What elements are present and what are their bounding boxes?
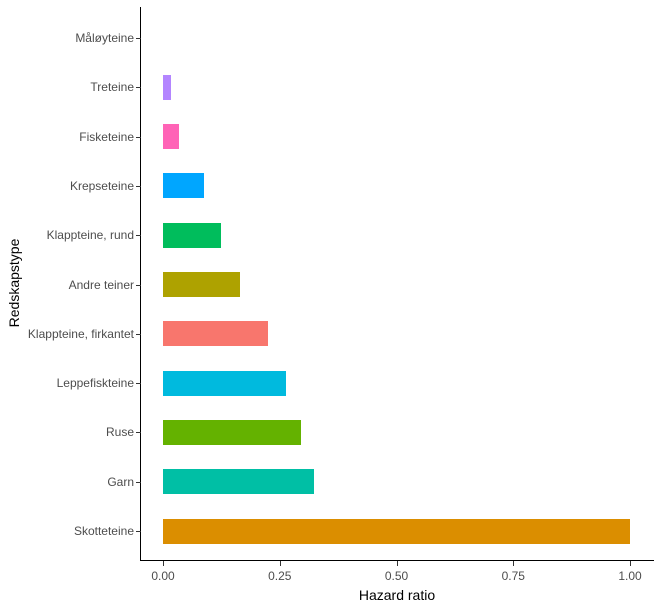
x-tick-label: 0.75: [501, 569, 525, 583]
y-tick-label: Leppefiskteine: [56, 376, 134, 391]
bar: [163, 173, 204, 198]
y-tick-mark: [136, 186, 141, 187]
y-axis-title: Redskapstype: [6, 238, 22, 328]
x-tick-label: 0.50: [384, 569, 409, 583]
y-tick-mark: [136, 383, 141, 384]
y-tick-label: Krepseteine: [69, 178, 134, 193]
x-tick-label: 1.00: [618, 569, 642, 583]
bar: [163, 321, 268, 346]
y-tick-mark: [136, 334, 141, 335]
y-axis-line: [140, 7, 141, 561]
y-tick-label: Måløyteine: [75, 31, 134, 45]
x-axis-title: Hazard ratio: [358, 587, 436, 603]
x-tick-mark: [163, 561, 164, 566]
y-tick-mark: [136, 137, 141, 138]
bar: [163, 519, 630, 544]
x-tick-mark: [280, 561, 281, 566]
y-tick-label: Fisketeine: [79, 129, 134, 144]
y-tick-label: Ruse: [105, 425, 134, 440]
x-tick-mark: [397, 561, 398, 566]
y-tick-mark: [136, 432, 141, 433]
bar: [163, 420, 301, 445]
bar: [163, 124, 179, 149]
y-tick-mark: [136, 235, 141, 236]
y-tick-mark: [136, 531, 141, 532]
y-tick-label: Skotteteine: [73, 524, 134, 538]
y-tick-mark: [136, 285, 141, 286]
x-tick-label: 0.25: [268, 569, 292, 583]
bar: [163, 223, 221, 248]
bar: [163, 272, 240, 297]
y-tick-label: Treteine: [90, 80, 134, 95]
x-tick-label: 0.00: [151, 569, 175, 583]
y-tick-mark: [136, 38, 141, 39]
x-tick-mark: [630, 561, 631, 566]
x-tick-mark: [513, 561, 514, 566]
x-axis-line: [140, 560, 654, 561]
y-tick-mark: [136, 482, 141, 483]
y-tick-mark: [136, 87, 141, 88]
y-tick-label: Andre teiner: [68, 277, 134, 292]
bar: [163, 371, 286, 396]
y-tick-label: Klappteine, rund: [46, 228, 134, 243]
bar: [163, 469, 314, 494]
bar: [163, 75, 171, 100]
y-tick-label: Klappteine, firkantet: [27, 326, 134, 341]
y-tick-label: Garn: [107, 474, 134, 489]
